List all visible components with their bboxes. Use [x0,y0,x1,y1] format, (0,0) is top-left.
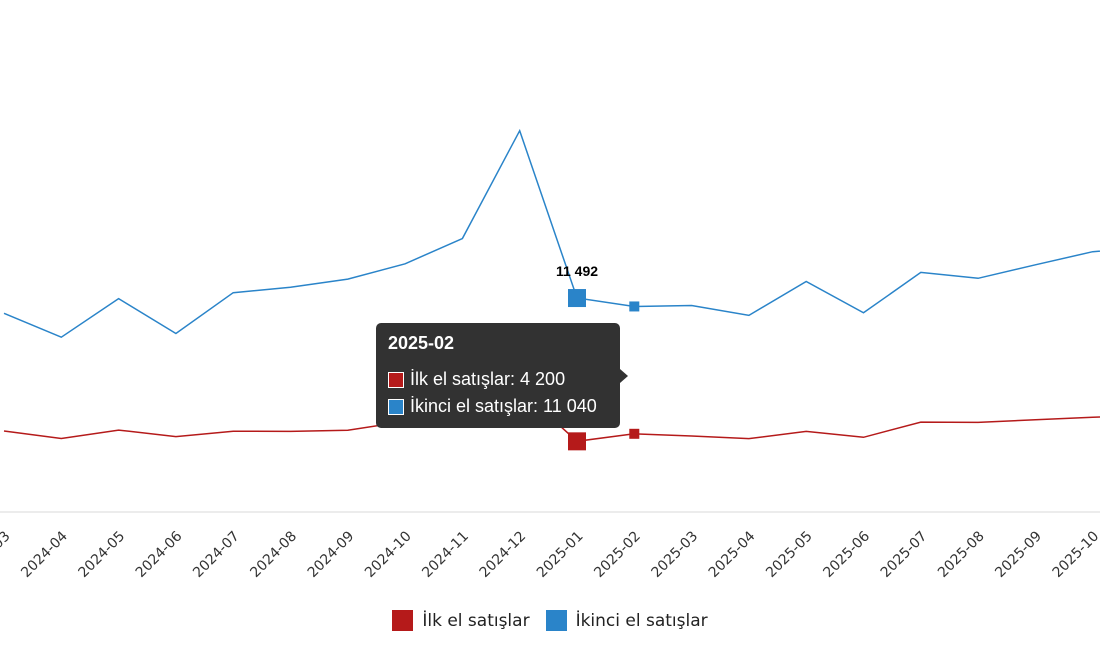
data-point-ilk-el[interactable] [568,432,586,451]
tooltip-swatch-ilk-el [388,371,404,388]
legend-swatch-ilk-el [392,610,414,631]
x-tick-label: 2025-01 [534,528,587,581]
x-tick-label: 2025-02 [591,528,644,581]
x-tick-label: 2024-03 [0,528,14,581]
hover-tooltip: 2025-02 İlk el satışlar: 4 200 İkinci el… [376,323,628,428]
data-point-ikinci-el[interactable] [568,289,586,308]
tooltip-row-text: İlk el satışlar: 4 200 [410,369,566,389]
x-tick-label: 2024-09 [305,528,358,581]
legend-swatch-ikinci-el [545,610,567,631]
x-tick-label: 2025-07 [878,528,931,581]
x-tick-label: 2025-03 [649,528,702,581]
data-label: 11 492 [556,263,598,279]
x-tick-label: 2025-08 [935,528,988,581]
legend-label: İkinci el satışlar [575,610,708,631]
x-tick-label: 2025-09 [992,528,1045,581]
legend-item-ilk-el[interactable]: İlk el satışlar [392,610,530,631]
x-tick-label: 2025-05 [763,528,816,581]
x-tick-label: 2024-07 [190,528,243,581]
x-tick-label: 2025-10 [1050,528,1100,581]
tooltip-row-text: İkinci el satışlar: 11 040 [410,396,597,416]
x-tick-label: 2024-06 [133,528,186,581]
legend-item-ikinci-el[interactable]: İkinci el satışlar [545,610,708,631]
data-point-ikinci-el[interactable] [629,301,640,312]
x-tick-label: 2024-11 [419,528,472,581]
x-tick-label: 2025-06 [820,528,873,581]
x-tick-label: 2024-08 [247,528,300,581]
x-tick-label: 2024-10 [362,528,415,581]
legend-label: İlk el satışlar [422,610,530,631]
x-tick-label: 2024-05 [76,528,129,581]
tooltip-row-ilk-el: İlk el satışlar: 4 200 [388,366,608,393]
series-line-ikinci-el [3,128,1100,339]
x-tick-label: 2025-04 [706,528,759,581]
tooltip-title: 2025-02 [388,333,455,353]
chart-legend: İlk el satışlar İkinci el satışlar [0,610,1100,631]
x-tick-label: 2024-12 [477,528,530,581]
tooltip-swatch-ikinci-el [388,398,404,415]
x-tick-label: 2024-04 [18,528,71,581]
data-point-ilk-el[interactable] [629,428,640,439]
tooltip-row-ikinci-el: İkinci el satışlar: 11 040 [388,393,608,420]
